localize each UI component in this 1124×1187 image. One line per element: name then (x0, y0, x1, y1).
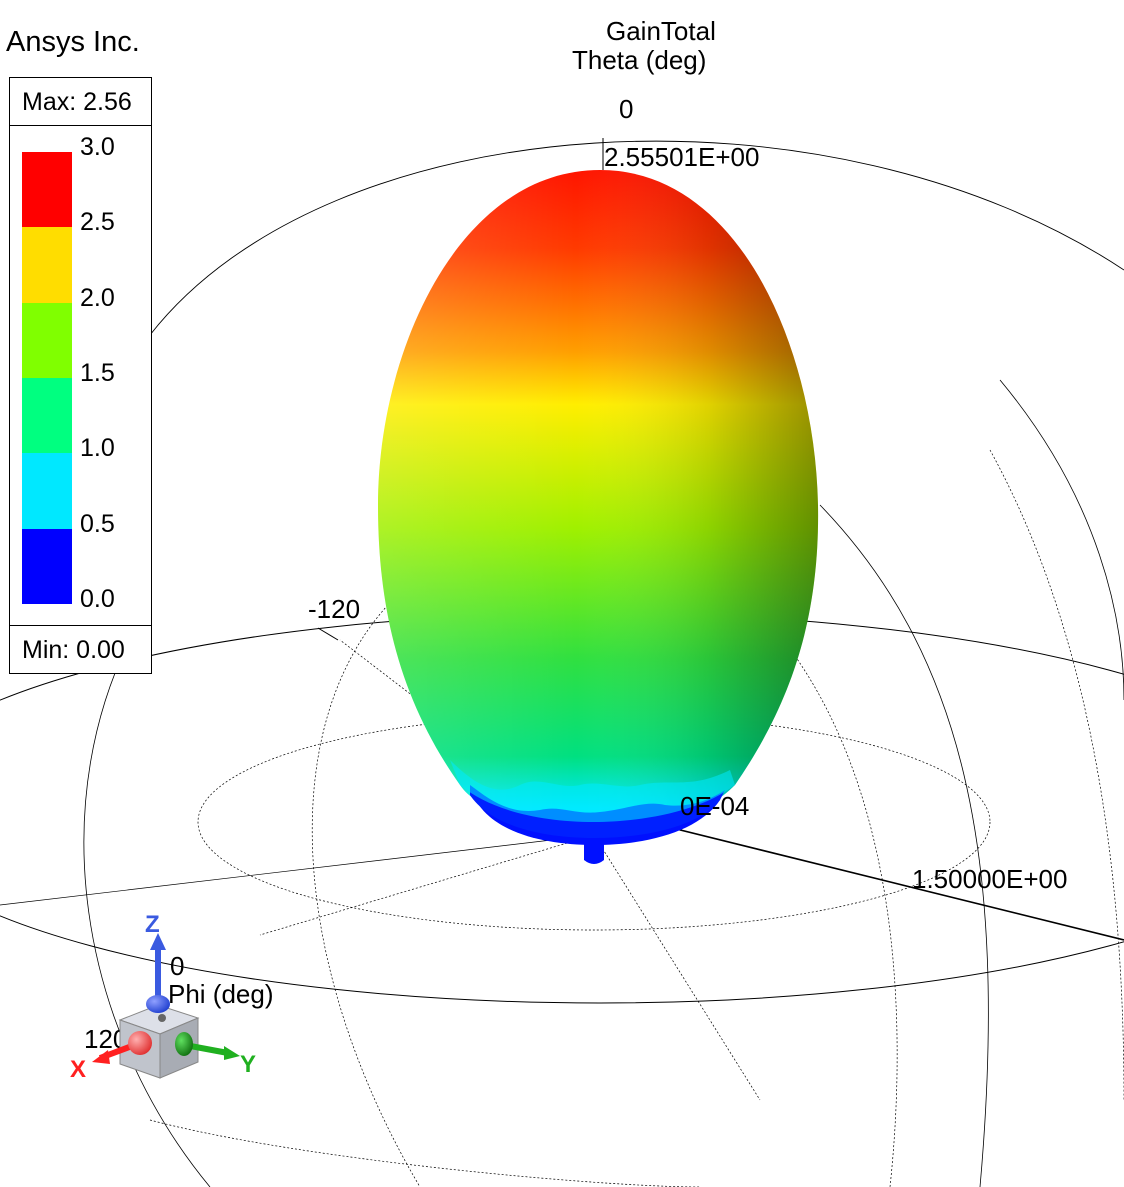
outer-sphere-arc (149, 140, 1124, 336)
legend-tick-label: 1.0 (80, 434, 115, 463)
brand-label: Ansys Inc. (6, 26, 140, 58)
theta-axis-label: Theta (deg) (572, 45, 706, 75)
phi-zero-label: 0 (170, 951, 184, 981)
radial-line-2 (0, 834, 595, 906)
radial-scale-label: 1.50000E+00 (912, 864, 1067, 894)
triad-z-arrowhead (150, 933, 166, 950)
theta-zero-label: 0 (619, 94, 633, 124)
lobe-shading (378, 170, 819, 822)
triad-y-ball (175, 1032, 193, 1056)
outer-sphere-right (999, 379, 1124, 701)
radial-line-4 (593, 834, 761, 1101)
legend-max: Max: 2.56 (10, 78, 151, 126)
inner-ring-label: 0E-04 (680, 791, 749, 821)
triad-x-ball (128, 1031, 152, 1055)
legend-colorbar (22, 152, 72, 605)
triad-y-label: Y (240, 1051, 256, 1078)
triad-z-ball (146, 995, 170, 1013)
triad-z-shaft (155, 945, 161, 1005)
legend-tick-label: 2.5 (80, 208, 115, 237)
legend-tick-label: 2.0 (80, 283, 115, 312)
legend-band (22, 378, 72, 454)
legend-band (22, 302, 72, 379)
legend-tick-label: 0.0 (80, 585, 115, 613)
triad-z-label: Z (145, 911, 160, 938)
radial-line-3 (259, 834, 595, 936)
orientation-triad[interactable]: Z X Y (70, 911, 256, 1083)
theta-circle-right (819, 504, 989, 1187)
lobe-blue-rim (470, 785, 725, 838)
phi-tick (317, 627, 339, 641)
legend-band (22, 453, 72, 530)
lobe-base-cyan (450, 760, 735, 822)
legend-tick-label: 1.5 (80, 359, 115, 387)
gain-lobe (378, 170, 819, 864)
legend-tick-label: 0.5 (80, 509, 115, 538)
legend-band (22, 152, 72, 228)
legend-band (22, 227, 72, 304)
legend-band (22, 528, 72, 605)
phi-axis-label: Phi (deg) (168, 979, 274, 1009)
lower-arc (149, 1119, 701, 1187)
quantity-title: GainTotal (606, 16, 716, 46)
radial-axis-line (639, 819, 1124, 941)
inner-ring (197, 713, 991, 931)
legend-tick-label: 3.0 (80, 133, 115, 161)
phi-minus-120-label: -120 (308, 594, 360, 624)
legend-min: Min: 0.00 (10, 625, 151, 673)
triad-y-arrowhead (224, 1046, 240, 1060)
meridian-left-outer (83, 619, 211, 1187)
triad-x-label: X (70, 1056, 86, 1083)
lobe-feed-stub (584, 835, 604, 864)
peak-gain-label: 2.55501E+00 (604, 142, 759, 172)
triad-x-arrowhead (92, 1050, 110, 1064)
triad-origin (158, 1014, 166, 1022)
meridian-right (989, 449, 1124, 1101)
color-legend: Max: 2.56 Min: 0.00 3.0 2.5 2.0 1.5 1.0 0.5 0.… (9, 77, 152, 674)
